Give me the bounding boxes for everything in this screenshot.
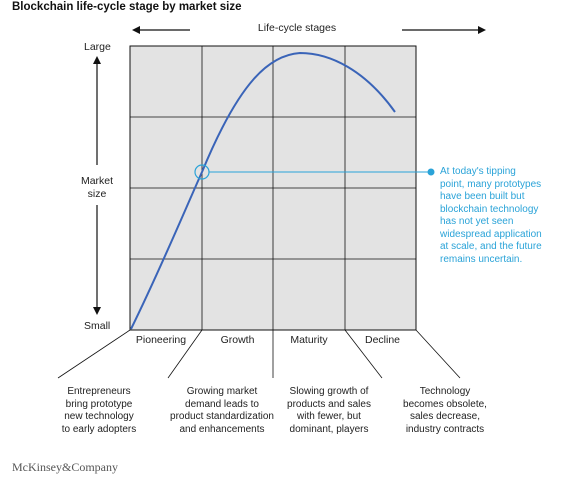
description-line: with fewer, but	[297, 411, 361, 422]
description-line: to early adopters	[61, 423, 137, 435]
description-line: Technology	[419, 386, 471, 397]
tipping-point-annotation: At today's tipping point, many prototype…	[440, 166, 552, 266]
y-axis-label-line: Market	[80, 175, 114, 187]
annotation-line: at scale, and the future	[440, 241, 542, 252]
stages-header: Life-cycle stages	[227, 22, 367, 34]
annotation-dot	[427, 168, 435, 176]
stage-label-maturity: Maturity	[290, 334, 328, 346]
stage-label-decline: Decline	[364, 334, 401, 346]
y-axis-label: Market size	[74, 175, 120, 201]
annotation-line: point, many prototypes	[440, 178, 542, 190]
description-line: bring prototype	[65, 398, 133, 410]
lifecycle-curve	[130, 51, 396, 330]
description-line: and enhancements	[179, 423, 265, 435]
annotation-line: has not yet seen	[440, 216, 514, 227]
stage-label-pioneering: Pioneering	[135, 334, 187, 346]
annotation-line: blockchain technology	[440, 203, 539, 215]
stage-leader-line	[415, 329, 461, 379]
description-line: products and sales	[287, 398, 371, 410]
description-line: becomes obsolete,	[403, 398, 487, 410]
description-line: industry contracts	[405, 423, 485, 435]
description-line: sales decrease,	[409, 411, 481, 422]
diagram-title: Blockchain life-cycle stage by market si…	[12, 1, 242, 13]
description-line: new technology	[64, 411, 134, 422]
description-line: product standardization	[170, 411, 274, 422]
stage-leader-line	[167, 329, 203, 379]
y-axis-bottom-label: Small	[84, 320, 111, 332]
stage-description-growth: Growing market demand leads to product s…	[158, 386, 286, 436]
y-axis-label-line: size	[87, 188, 107, 200]
brand-logo: McKinsey&Company	[12, 460, 118, 474]
stage-description-pioneering: Entrepreneurs bring prototype new techno…	[40, 386, 158, 436]
annotation-line: widespread application	[440, 228, 542, 240]
description-line: demand leads to	[185, 398, 259, 410]
description-line: dominant, players	[289, 423, 369, 435]
description-line: Slowing growth of	[289, 386, 369, 397]
stage-leader-line	[344, 329, 383, 379]
annotation-line: At today's tipping	[440, 166, 516, 177]
annotation-line: remains uncertain.	[440, 253, 523, 265]
stage-description-maturity: Slowing growth of products and sales wit…	[272, 386, 386, 436]
description-line: Entrepreneurs	[67, 386, 131, 397]
y-axis-top-label: Large	[84, 41, 111, 53]
annotation-line: have been built but	[440, 191, 525, 202]
stage-description-decline: Technology becomes obsolete, sales decre…	[388, 386, 502, 436]
stage-label-growth: Growth	[220, 334, 255, 346]
description-line: Growing market	[186, 386, 258, 397]
stage-leader-line	[57, 329, 131, 379]
